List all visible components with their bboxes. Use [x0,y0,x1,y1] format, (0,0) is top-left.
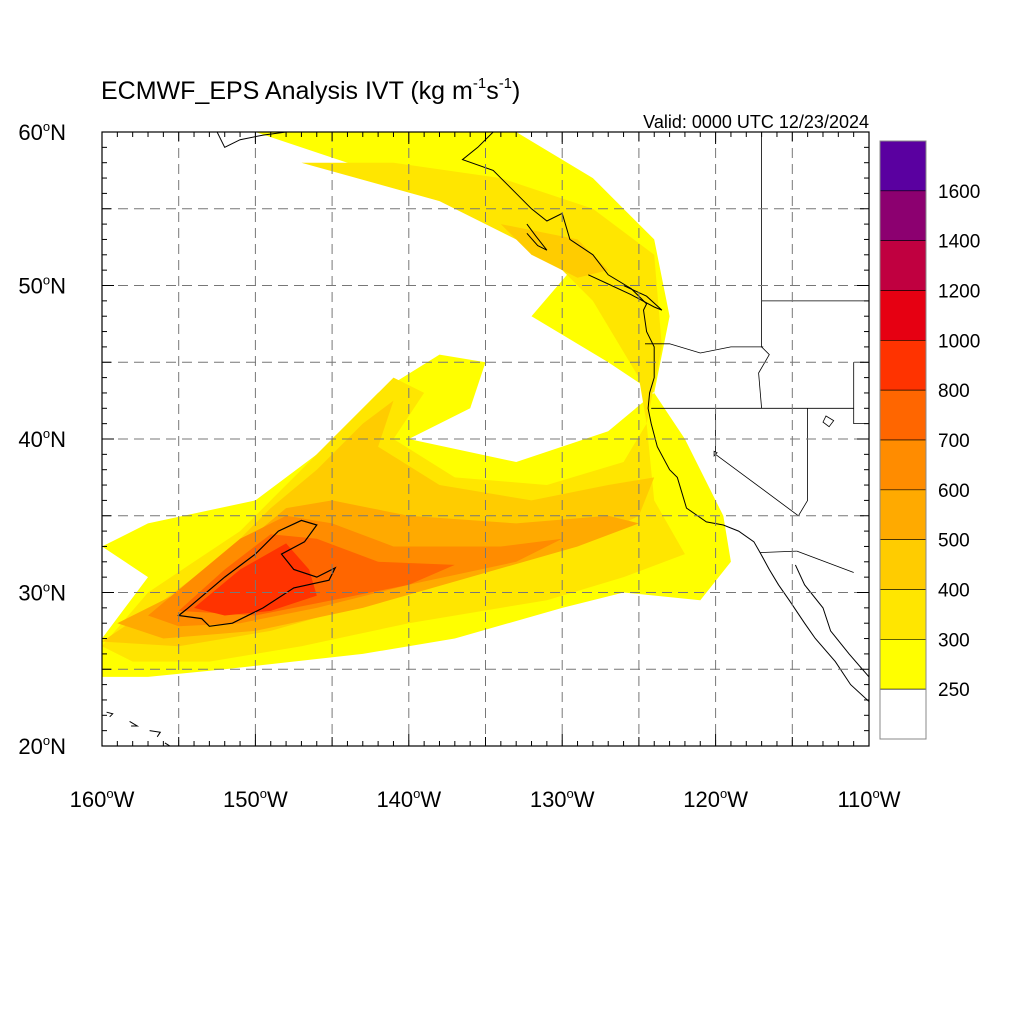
colorbar-box [879,290,927,341]
state-border [760,550,797,553]
state-border [645,343,764,354]
state-border [853,362,869,425]
colorbar-label: 800 [938,381,970,402]
colorbar-box [879,489,927,540]
lat-label: 60oN [18,119,66,145]
state-border [796,550,854,573]
lon-label: 150oW [223,786,288,812]
colorbar-box [879,140,927,192]
lon-label: 140oW [376,786,441,812]
colorbar-label: 1600 [938,182,980,203]
colorbar-box [879,539,927,590]
colorbar-box [879,639,927,690]
lat-label: 30oN [18,580,66,606]
axis-labels: 160oW 150oW 140oW 130oW 120oW 110oW 60oN 50oN 40… [18,119,900,812]
colorbar-box [879,688,927,740]
coastline [129,720,140,727]
colorbar-label: 250 [938,680,970,701]
coastline [106,711,114,718]
coastline [794,564,869,678]
colorbar-box [879,190,927,241]
lon-label: 160oW [70,786,135,812]
colorbar-box [879,340,927,391]
colorbar-label: 400 [938,581,970,602]
colorbar-frame [879,140,927,740]
lat-label: 50oN [18,273,66,299]
ivt-level-400 [500,224,609,278]
lat-label: 20oN [18,733,66,759]
lon-label: 110oW [837,786,900,812]
valid-time-label: Valid: 0000 UTC 12/23/2024 [643,112,869,132]
map-plot-area [102,132,869,746]
graticule [102,132,869,746]
colorbar-box [879,240,927,291]
contour-line-1000 [177,519,337,627]
coastline [526,223,548,251]
colorbar: 1600 1400 1200 1000 800 700 600 500 400 300 250 [879,140,980,740]
colorbar-label: 300 [938,630,970,651]
lat-label: 40oN [18,426,66,452]
colorbar-label: 1200 [938,282,980,303]
coastline [461,132,869,702]
coastline [588,274,663,311]
state-border [758,300,770,409]
coastline-and-boundaries [106,132,869,746]
lake-outline [822,415,835,428]
ivt-level-800 [194,543,317,616]
ivt-shading [102,132,731,677]
ivt-1000-contour [177,519,337,627]
colorbar-label: 1000 [938,331,980,352]
colorbar-label: 500 [938,531,970,552]
map-title: ECMWF_EPS Analysis IVT (kg m-1s-1) [101,75,520,105]
colorbar-box [879,589,927,640]
coastline [149,730,162,738]
colorbar-box [879,439,927,491]
lon-label: 120oW [683,786,748,812]
lon-label: 130oW [530,786,595,812]
colorbar-label: 600 [938,481,970,502]
colorbar-label: 1400 [938,232,980,253]
axis-ticks [101,131,870,747]
colorbar-label: 700 [938,431,970,452]
colorbar-box [879,389,927,441]
